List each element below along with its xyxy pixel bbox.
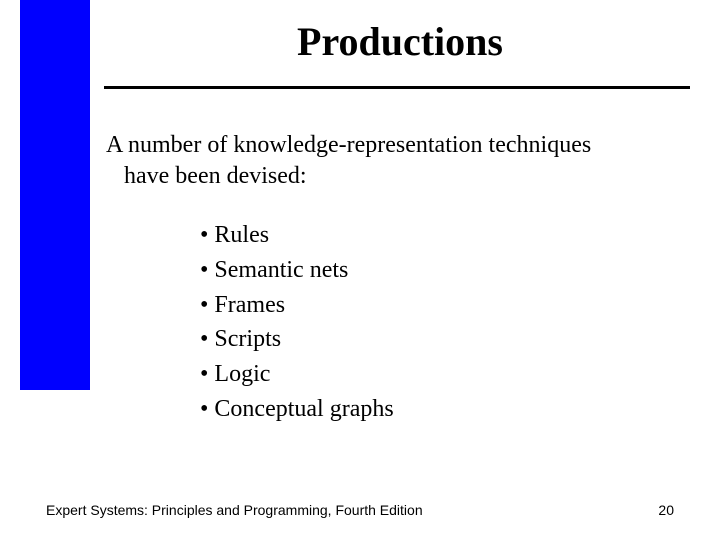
page-number: 20 (658, 502, 674, 518)
list-item: • Semantic nets (200, 253, 394, 288)
list-item: • Conceptual graphs (200, 392, 394, 427)
list-item: • Scripts (200, 322, 394, 357)
bullet-list: • Rules • Semantic nets • Frames • Scrip… (200, 218, 394, 427)
intro-text: A number of knowledge-representation tec… (106, 130, 686, 192)
list-item: • Logic (200, 357, 394, 392)
title-area: Productions (130, 18, 670, 65)
accent-bar (20, 0, 90, 390)
list-item: • Rules (200, 218, 394, 253)
title-underline (104, 86, 690, 89)
intro-line-2: have been devised: (106, 161, 686, 192)
list-item: • Frames (200, 288, 394, 323)
footer-text: Expert Systems: Principles and Programmi… (46, 502, 423, 518)
slide-title: Productions (130, 18, 670, 65)
intro-line-1: A number of knowledge-representation tec… (106, 130, 686, 161)
slide: Productions A number of knowledge-repres… (0, 0, 720, 540)
